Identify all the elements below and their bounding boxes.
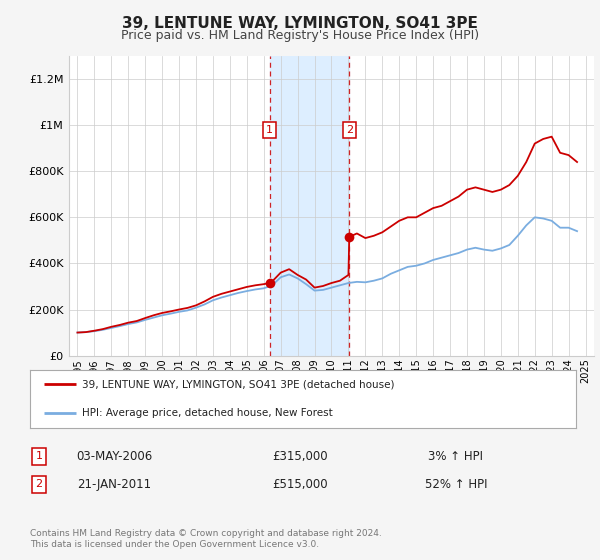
Text: 52% ↑ HPI: 52% ↑ HPI [425,478,487,491]
Text: £515,000: £515,000 [272,478,328,491]
Text: Contains HM Land Registry data © Crown copyright and database right 2024.
This d: Contains HM Land Registry data © Crown c… [30,529,382,549]
Text: 2: 2 [35,479,43,489]
Text: 39, LENTUNE WAY, LYMINGTON, SO41 3PE: 39, LENTUNE WAY, LYMINGTON, SO41 3PE [122,16,478,31]
Text: 1: 1 [35,451,43,461]
Text: 39, LENTUNE WAY, LYMINGTON, SO41 3PE (detached house): 39, LENTUNE WAY, LYMINGTON, SO41 3PE (de… [82,379,394,389]
Text: 3% ↑ HPI: 3% ↑ HPI [428,450,484,463]
Text: 21-JAN-2011: 21-JAN-2011 [77,478,151,491]
Bar [269,56,349,356]
Text: HPI: Average price, detached house, New Forest: HPI: Average price, detached house, New … [82,408,332,418]
Text: £315,000: £315,000 [272,450,328,463]
Text: 1: 1 [266,125,273,135]
Text: Price paid vs. HM Land Registry's House Price Index (HPI): Price paid vs. HM Land Registry's House … [121,29,479,42]
Text: 03-MAY-2006: 03-MAY-2006 [76,450,152,463]
Text: 2: 2 [346,125,353,135]
